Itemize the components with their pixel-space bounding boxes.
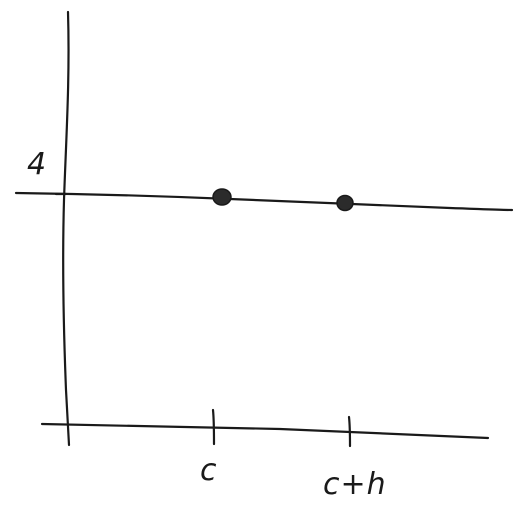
horizontal-line-y-4: [14, 191, 514, 212]
x-tick-c: [211, 408, 216, 446]
x-tick-c-plus-h: [347, 415, 352, 448]
x-tick-label-c-plus-h: c+h: [323, 467, 387, 502]
x-tick-label-c: c: [200, 453, 218, 488]
x-axis-line: [40, 422, 490, 440]
y-axis-line: [62, 10, 71, 447]
y-value-label: 4: [27, 147, 48, 182]
point-at-c-plus-h: [336, 194, 354, 212]
point-at-c: [212, 188, 232, 206]
